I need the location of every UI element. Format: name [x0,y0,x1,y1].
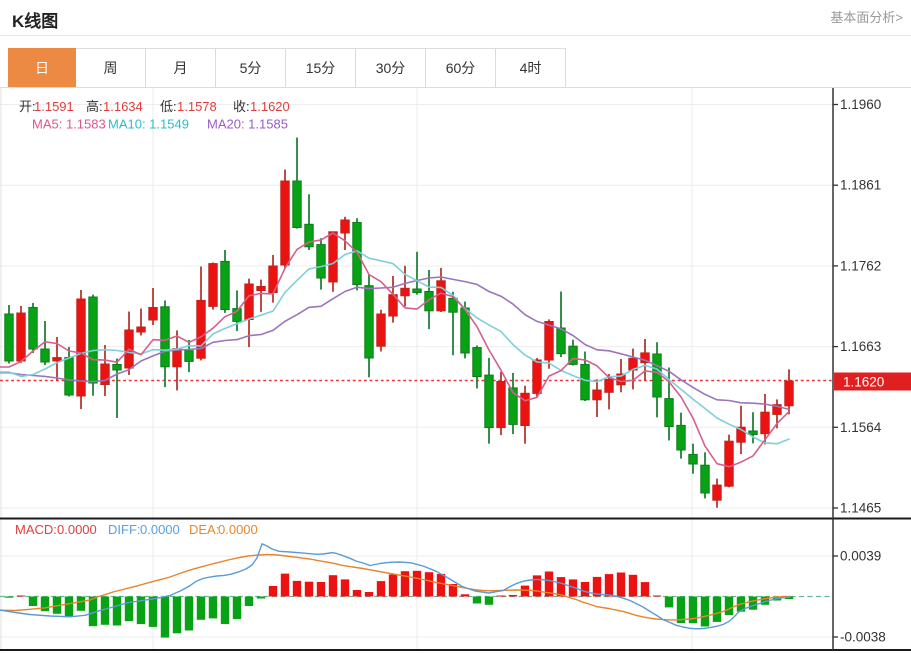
svg-text:1.1663: 1.1663 [840,339,881,354]
svg-text:DIFF:: DIFF: [108,522,141,537]
svg-text:1.1861: 1.1861 [840,178,881,193]
svg-text:MACD:: MACD: [15,522,57,537]
svg-text:-0.0038: -0.0038 [840,630,886,645]
svg-text:1.1634: 1.1634 [103,99,143,114]
svg-text:1.1465: 1.1465 [840,501,881,516]
svg-text:MA5: 1.1583: MA5: 1.1583 [32,117,106,132]
svg-text:低:: 低: [160,99,177,114]
svg-text:收:: 收: [233,99,250,114]
svg-text:MA10: 1.1549: MA10: 1.1549 [108,117,189,132]
svg-text:MA20: 1.1585: MA20: 1.1585 [207,117,288,132]
svg-text:0.0000: 0.0000 [140,522,180,537]
svg-text:1.1960: 1.1960 [840,97,881,112]
svg-text:高:: 高: [86,99,103,114]
svg-text:开:: 开: [19,99,36,114]
svg-text:1.1564: 1.1564 [840,420,882,435]
svg-text:1.1591: 1.1591 [34,99,74,114]
svg-text:0.0000: 0.0000 [218,522,258,537]
svg-text:0.0039: 0.0039 [840,549,881,564]
svg-text:1.1762: 1.1762 [840,258,881,273]
svg-text:1.1620: 1.1620 [843,375,884,390]
svg-text:1.1620: 1.1620 [250,99,290,114]
svg-text:1.1578: 1.1578 [177,99,217,114]
svg-text:DEA:: DEA: [189,522,219,537]
svg-text:0.0000: 0.0000 [57,522,97,537]
